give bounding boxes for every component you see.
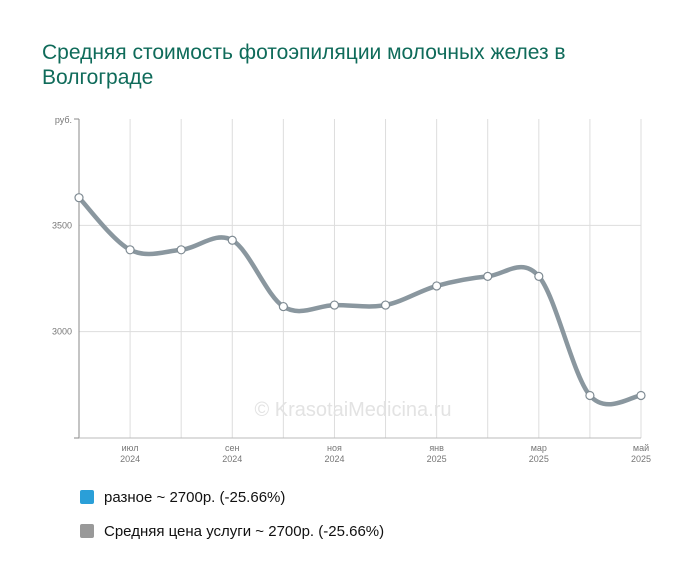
- watermark: © KrasotaiMedicina.ru: [254, 399, 451, 421]
- series-line-raznoe: [76, 195, 644, 407]
- legend-swatch-raznoe: [80, 490, 94, 504]
- data-point: [74, 193, 84, 203]
- y-tick-label: 3000: [52, 327, 72, 337]
- data-point: [636, 390, 646, 401]
- x-tick-label-month: сен: [225, 443, 240, 453]
- x-tick-label-year: 2025: [427, 454, 447, 464]
- x-tick-label-year: 2024: [324, 454, 344, 464]
- data-point: [227, 235, 237, 245]
- data-point: [483, 271, 493, 281]
- legend-label-average: Средняя цена услуги ~ 2700р. (-25.66%): [104, 523, 385, 540]
- x-tick-label-month: май: [633, 443, 649, 453]
- series-line-average: [77, 196, 643, 406]
- x-tick-label-month: мар: [531, 443, 547, 453]
- data-point: [278, 301, 288, 312]
- data-point: [432, 281, 442, 291]
- data-point: [585, 390, 595, 401]
- y-tick-label: 3500: [52, 220, 72, 230]
- data-point: [329, 300, 340, 310]
- y-axis-unit: руб.: [55, 115, 72, 125]
- x-tick-label-year: 2024: [120, 454, 140, 464]
- data-point: [125, 245, 135, 255]
- legend-label-raznoe: разное ~ 2700р. (-25.66%): [104, 489, 286, 506]
- x-tick-label-year: 2025: [529, 454, 549, 464]
- line-chart: руб. © KrasotaiMedicina.ru 30003500июл20…: [52, 115, 651, 464]
- x-tick-label-month: янв: [429, 443, 444, 453]
- x-tick-label-month: ноя: [327, 443, 342, 453]
- chart-title: Средняя стоимость фотоэпиляции молочных …: [42, 41, 566, 89]
- x-tick-label-year: 2025: [631, 454, 651, 464]
- data-point: [534, 271, 544, 281]
- x-tick-label-month: июл: [122, 443, 139, 453]
- x-tick-label-year: 2024: [222, 454, 242, 464]
- data-point: [176, 245, 186, 255]
- legend-swatch-average: [80, 524, 94, 538]
- data-point: [380, 300, 391, 310]
